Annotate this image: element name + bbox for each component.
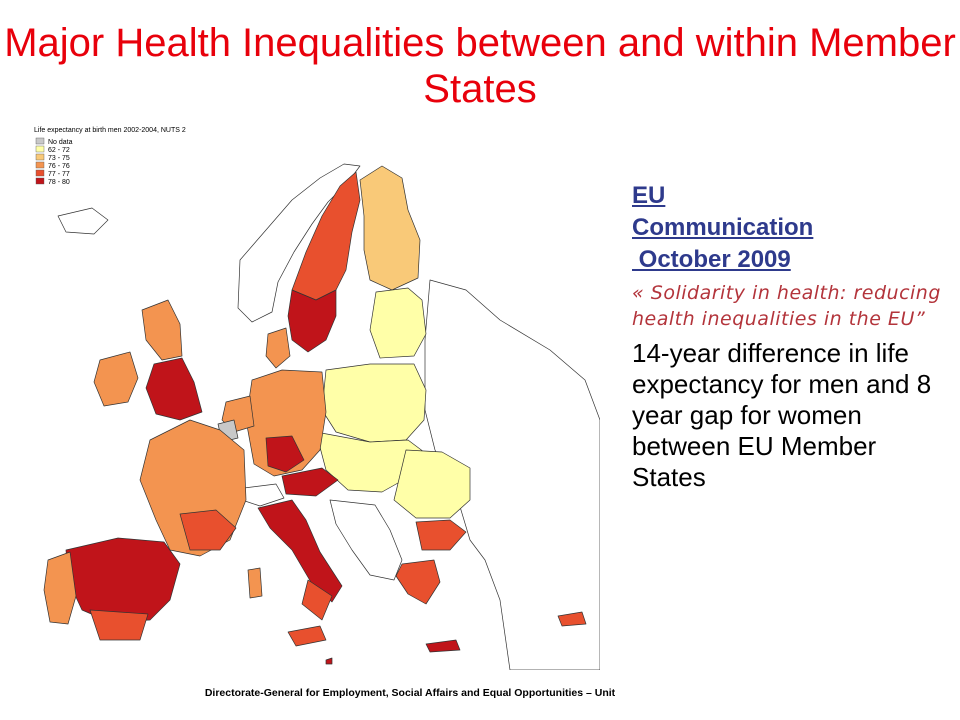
region-iceland <box>57 207 109 235</box>
region-austria <box>281 467 339 497</box>
region-poland <box>321 363 427 443</box>
region-romania <box>393 449 471 519</box>
region-norway <box>237 163 361 323</box>
region-uk-england <box>145 357 203 421</box>
communication-heading[interactable]: EU Communication October 2009 <box>632 180 942 276</box>
communication-quote: « Solidarity in health: reducing health … <box>632 282 941 330</box>
region-malta <box>325 657 333 665</box>
legend-label: 78 - 80 <box>48 179 70 186</box>
legend-swatch <box>35 161 45 169</box>
communication-heading-line3: October 2009 <box>632 246 791 273</box>
slide-title: Major Health Inequalities between and wi… <box>4 21 956 111</box>
region-portugal <box>43 551 77 625</box>
region-switzerland <box>241 483 285 507</box>
region-spain <box>65 537 181 623</box>
inequality-statement: 14-year difference in life expectancy fo… <box>632 338 932 492</box>
region-germany-south <box>265 435 305 473</box>
region-germany <box>245 369 327 477</box>
region-bulgaria <box>415 519 467 551</box>
communication-panel: EU Communication October 2009 « Solidari… <box>632 180 942 493</box>
region-italy <box>257 499 343 603</box>
legend-label: 77 - 77 <box>48 171 70 178</box>
region-spain-south <box>89 609 149 641</box>
region-crete <box>425 639 461 653</box>
slide-footer: Directorate-General for Employment, Soci… <box>204 687 616 699</box>
legend-title: Life expectancy at birth men 2002-2004, … <box>34 127 186 134</box>
legend-swatch <box>35 137 45 145</box>
map-legend: Life expectancy at birth men 2002-2004, … <box>34 127 186 186</box>
region-denmark <box>265 327 291 369</box>
legend-label: 62 - 72 <box>48 147 70 154</box>
legend-swatch <box>35 145 45 153</box>
region-cyprus <box>557 611 587 627</box>
region-sweden-south <box>287 289 337 353</box>
region-baltics <box>369 287 427 359</box>
region-eastern-europe-nonEU <box>424 279 600 670</box>
legend-label: 76 - 76 <box>48 163 70 170</box>
region-balkans-nonEU <box>329 499 403 581</box>
region-france-south <box>179 509 237 551</box>
legend-swatch <box>35 169 45 177</box>
region-finland <box>359 165 421 291</box>
legend-label: No data <box>48 139 73 146</box>
communication-heading-line1: EU <box>632 182 666 209</box>
region-greece <box>395 559 441 605</box>
region-sardinia <box>247 567 263 599</box>
communication-heading-line2: Communication <box>632 214 814 241</box>
region-ireland <box>93 351 139 407</box>
legend-label: 73 - 75 <box>48 155 70 162</box>
region-italy-south <box>301 579 333 621</box>
region-uk-north <box>141 299 183 361</box>
legend-swatch <box>35 177 45 185</box>
legend-swatch <box>35 153 45 161</box>
region-sicily <box>287 625 327 647</box>
europe-life-expectancy-map: Life expectancy at birth men 2002-2004, … <box>30 120 600 670</box>
